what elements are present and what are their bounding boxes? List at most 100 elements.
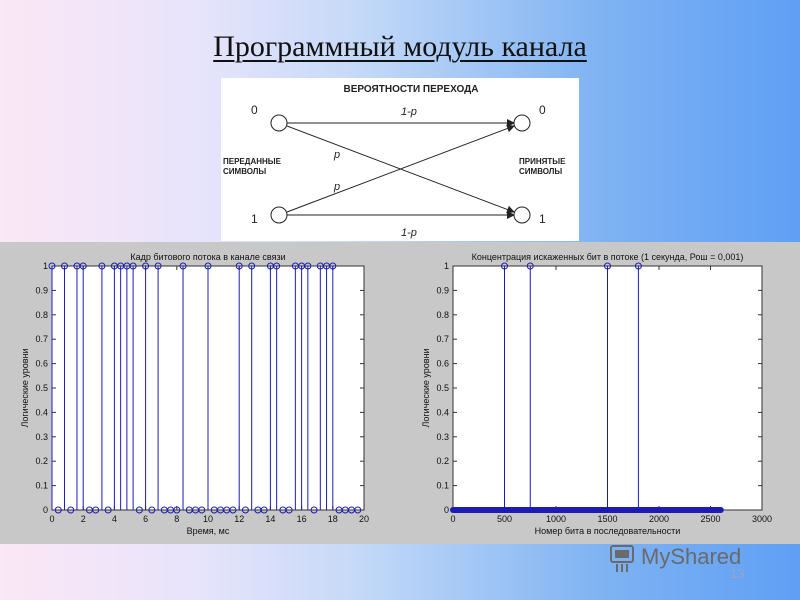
y-tick-label: 1 xyxy=(444,261,449,271)
label-recv-line2: СИМВОЛЫ xyxy=(519,167,562,176)
x-tick-label: 20 xyxy=(359,514,369,524)
y-tick-label: 0.3 xyxy=(35,432,48,442)
x-tick-label: 0 xyxy=(450,514,455,524)
x-tick-label: 18 xyxy=(328,514,338,524)
stem-marker xyxy=(48,262,56,270)
x-tick-label: 3000 xyxy=(752,514,772,524)
stem-marker xyxy=(79,262,87,270)
y-tick-label: 0 xyxy=(43,505,48,515)
stem-marker xyxy=(179,262,187,270)
error-concentration-plot: 0 500 1000 1500 2000 2500 3000 0 0.1 0.2 0.3 0.4 0.5… xyxy=(421,252,772,536)
label-prob-bottom: 1-p xyxy=(401,227,417,239)
node-sent-0 xyxy=(270,114,288,132)
stem-marker xyxy=(54,506,62,514)
stem-marker xyxy=(248,262,256,270)
y-tick-label: 0.7 xyxy=(436,334,449,344)
x-tick-label: 14 xyxy=(265,514,275,524)
chart-title: Кадр битового потока в канале связи xyxy=(130,252,285,262)
x-tick-label: 4 xyxy=(112,514,117,524)
label-recv-line1: ПРИНЯТЫЕ xyxy=(519,157,566,166)
y-tick-label: 0.1 xyxy=(35,481,48,491)
edge-cross-up xyxy=(286,124,515,213)
stem-marker xyxy=(310,506,318,514)
label-sent-1: 1 xyxy=(251,212,258,226)
stem-marker xyxy=(129,262,137,270)
diagram-heading: ВЕРОЯТНОСТИ ПЕРЕХОДА xyxy=(343,84,478,95)
x-tick-label: 2 xyxy=(81,514,86,524)
error-concentration-plot-panel: 0 500 1000 1500 2000 2500 3000 0 0.1 0.2 0.3 0.4 0.5… xyxy=(399,242,800,544)
stem-marker xyxy=(60,262,68,270)
y-tick-label: 1 xyxy=(43,261,48,271)
x-tick-label: 1500 xyxy=(597,514,617,524)
page-number: 13 xyxy=(730,566,745,581)
y-tick-label: 0.8 xyxy=(436,310,449,320)
y-tick-label: 0.4 xyxy=(436,407,449,417)
y-tick-label: 0.2 xyxy=(35,456,48,466)
x-tick-label: 16 xyxy=(297,514,307,524)
stem-marker xyxy=(198,506,206,514)
y-tick-label: 0.9 xyxy=(436,285,449,295)
stem-marker xyxy=(273,262,281,270)
y-tick-label: 0 xyxy=(444,505,449,515)
transition-diagram: ВЕРОЯТНОСТИ ПЕРЕХОДА 0 1 0 1 1-p 1-p p p… xyxy=(221,78,579,241)
stem-marker xyxy=(173,506,181,514)
stem-marker xyxy=(67,506,75,514)
node-recv-0 xyxy=(513,114,531,132)
stem-marker xyxy=(98,262,106,270)
stem-marker xyxy=(148,506,156,514)
node-recv-1 xyxy=(513,206,531,224)
label-prob-cross-2: p xyxy=(333,181,340,193)
x-tick-label: 1000 xyxy=(546,514,566,524)
x-axis-label: Номер бита в последовательности xyxy=(535,526,681,536)
label-prob-top: 1-p xyxy=(401,106,417,118)
x-tick-label: 6 xyxy=(143,514,148,524)
stem-marker xyxy=(235,262,243,270)
y-tick-label: 0.8 xyxy=(35,310,48,320)
stem-marker xyxy=(204,262,212,270)
stem-marker xyxy=(634,262,642,270)
stem-marker xyxy=(501,262,508,270)
y-tick-label: 0.5 xyxy=(436,383,449,393)
y-tick-label: 0.6 xyxy=(35,359,48,369)
chart-title: Концентрация искаженных бит в потоке (1 … xyxy=(472,252,744,262)
x-tick-label: 2000 xyxy=(649,514,669,524)
stem-marker xyxy=(526,262,534,270)
x-tick-label: 10 xyxy=(203,514,213,524)
stem-marker xyxy=(304,262,312,270)
bitstream-plot: 0 2 4 6 8 10 12 14 16 18 20 0 0.1 0.2 0.3 0.4 0.5 0.6 0.7 0… xyxy=(20,252,369,536)
x-tick-label: 0 xyxy=(49,514,54,524)
x-tick-label: 500 xyxy=(497,514,512,524)
stem-marker xyxy=(329,262,337,270)
stem-marker xyxy=(229,506,237,514)
stem-marker xyxy=(92,506,100,514)
y-tick-label: 0.9 xyxy=(35,285,48,295)
label-prob-cross-1: p xyxy=(333,149,340,161)
stem-marker xyxy=(142,262,150,270)
logo-text: MyShared xyxy=(641,544,741,569)
stem-marker xyxy=(241,506,249,514)
x-tick-label: 2500 xyxy=(700,514,720,524)
label-sent-line2: СИМВОЛЫ xyxy=(223,167,266,176)
myshared-logo: MyShared xyxy=(609,540,769,574)
x-tick-label: 8 xyxy=(174,514,179,524)
stem-marker xyxy=(135,506,143,514)
node-sent-1 xyxy=(270,206,288,224)
stem-marker xyxy=(260,506,268,514)
y-tick-label: 0.1 xyxy=(436,481,449,491)
y-tick-label: 0.7 xyxy=(35,334,48,344)
stem-marker xyxy=(154,262,162,270)
label-sent-0: 0 xyxy=(251,103,258,117)
stem-marker xyxy=(354,506,362,514)
y-axis-label: Логические уровни xyxy=(421,348,431,427)
y-tick-label: 0.3 xyxy=(436,432,449,442)
stem-marker xyxy=(604,262,611,270)
y-tick-label: 0.2 xyxy=(436,456,449,466)
y-tick-label: 0.6 xyxy=(436,359,449,369)
bitstream-plot-panel: 0 2 4 6 8 10 12 14 16 18 20 0 0.1 0.2 0.3 0.4 0.5 0.6 0.7 0… xyxy=(0,242,399,544)
stem-marker xyxy=(285,506,293,514)
y-tick-label: 0.5 xyxy=(35,383,48,393)
y-tick-label: 0.4 xyxy=(35,407,48,417)
label-sent-line1: ПЕРЕДАННЫЕ xyxy=(223,157,282,166)
stem-marker xyxy=(104,506,112,514)
label-recv-1: 1 xyxy=(539,212,546,226)
